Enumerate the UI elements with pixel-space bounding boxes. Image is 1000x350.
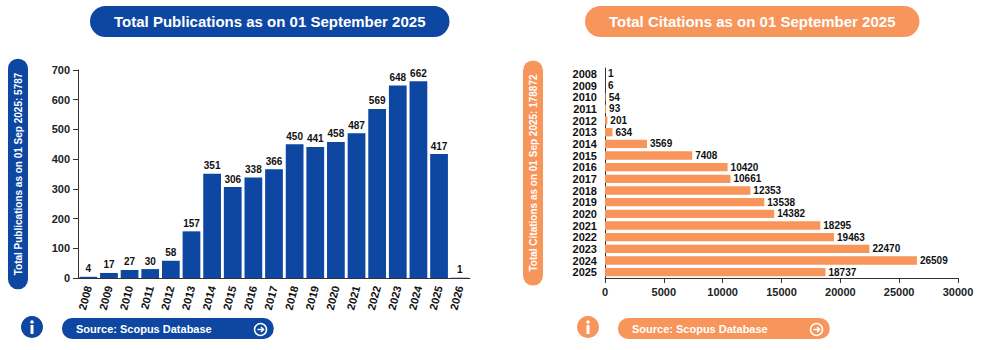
svg-text:3569: 3569 — [650, 138, 673, 149]
svg-text:0: 0 — [64, 272, 70, 284]
svg-text:2008: 2008 — [573, 68, 597, 80]
svg-text:2009: 2009 — [97, 284, 115, 311]
svg-text:2012: 2012 — [573, 115, 597, 127]
svg-text:700: 700 — [52, 64, 70, 76]
svg-text:25000: 25000 — [884, 286, 915, 298]
svg-text:2020: 2020 — [324, 284, 342, 311]
svg-text:648: 648 — [389, 72, 406, 83]
svg-text:20000: 20000 — [825, 286, 856, 298]
svg-text:54: 54 — [609, 92, 621, 103]
svg-text:14382: 14382 — [777, 208, 805, 219]
svg-text:10661: 10661 — [733, 173, 761, 184]
svg-text:30: 30 — [145, 256, 157, 267]
svg-text:569: 569 — [369, 95, 386, 106]
svg-text:10000: 10000 — [707, 286, 738, 298]
svg-text:2016: 2016 — [573, 161, 597, 173]
svg-text:662: 662 — [410, 68, 427, 79]
svg-text:5000: 5000 — [652, 286, 676, 298]
svg-text:2014: 2014 — [573, 138, 598, 150]
svg-text:2013: 2013 — [573, 126, 597, 138]
svg-text:2009: 2009 — [573, 80, 597, 92]
svg-text:200: 200 — [52, 213, 70, 225]
svg-text:157: 157 — [183, 218, 200, 229]
svg-text:2022: 2022 — [365, 284, 383, 311]
svg-text:4: 4 — [86, 263, 92, 274]
svg-text:Total Citations as on 01 Septe: Total Citations as on 01 September 2025 — [609, 13, 895, 30]
svg-text:417: 417 — [431, 141, 448, 152]
svg-text:351: 351 — [204, 160, 221, 171]
svg-text:2014: 2014 — [200, 284, 218, 312]
svg-text:30000: 30000 — [943, 286, 974, 298]
svg-text:2015: 2015 — [573, 150, 597, 162]
svg-text:450: 450 — [286, 131, 303, 142]
svg-text:2021: 2021 — [344, 284, 362, 311]
svg-text:2024: 2024 — [406, 284, 424, 312]
svg-text:2022: 2022 — [573, 231, 597, 243]
svg-text:2023: 2023 — [386, 284, 404, 311]
svg-text:2023: 2023 — [573, 243, 597, 255]
svg-text:2012: 2012 — [159, 284, 177, 311]
svg-text:2017: 2017 — [573, 173, 597, 185]
svg-text:441: 441 — [307, 133, 324, 144]
svg-text:2018: 2018 — [573, 185, 597, 197]
svg-text:2021: 2021 — [573, 220, 597, 232]
svg-text:58: 58 — [165, 247, 177, 258]
svg-text:12353: 12353 — [753, 185, 781, 196]
svg-text:0: 0 — [602, 286, 608, 298]
svg-text:500: 500 — [52, 123, 70, 135]
svg-text:Total Publications as on 01 Se: Total Publications as on 01 September 20… — [114, 13, 426, 30]
svg-text:18295: 18295 — [823, 220, 851, 231]
svg-text:27: 27 — [124, 256, 136, 267]
svg-text:2025: 2025 — [573, 266, 597, 278]
svg-text:2026: 2026 — [448, 284, 466, 311]
svg-text:22470: 22470 — [872, 243, 900, 254]
svg-text:634: 634 — [615, 127, 632, 138]
svg-text:1: 1 — [457, 264, 463, 275]
svg-text:366: 366 — [266, 156, 283, 167]
svg-text:2010: 2010 — [117, 284, 135, 311]
svg-text:600: 600 — [52, 94, 70, 106]
svg-text:2025: 2025 — [427, 284, 445, 311]
svg-text:2015: 2015 — [221, 284, 239, 311]
svg-text:1: 1 — [608, 68, 614, 79]
svg-text:26509: 26509 — [920, 255, 948, 266]
svg-text:2010: 2010 — [573, 91, 597, 103]
svg-text:2020: 2020 — [573, 208, 597, 220]
svg-text:15000: 15000 — [766, 286, 797, 298]
svg-text:400: 400 — [52, 153, 70, 165]
svg-text:2024: 2024 — [573, 255, 598, 267]
svg-text:Source: Scopus Database: Source: Scopus Database — [76, 323, 212, 335]
svg-text:306: 306 — [224, 174, 241, 185]
svg-text:300: 300 — [52, 183, 70, 195]
svg-text:Source: Scopus Database: Source: Scopus Database — [632, 323, 768, 335]
svg-text:Total Citations as on 01 Sep 2: Total Citations as on 01 Sep 2025: 17887… — [528, 74, 539, 272]
svg-text:Total Publications as on 01 Se: Total Publications as on 01 Sep 2025: 57… — [13, 72, 24, 275]
svg-text:2019: 2019 — [303, 284, 321, 311]
svg-text:201: 201 — [610, 115, 627, 126]
svg-text:13538: 13538 — [767, 197, 795, 208]
svg-text:18737: 18737 — [828, 267, 856, 278]
svg-text:458: 458 — [328, 128, 345, 139]
svg-text:338: 338 — [245, 164, 262, 175]
svg-text:2018: 2018 — [282, 284, 300, 311]
svg-text:2013: 2013 — [179, 284, 197, 311]
svg-text:2011: 2011 — [573, 103, 597, 115]
svg-text:2008: 2008 — [76, 284, 94, 311]
svg-text:6: 6 — [608, 80, 614, 91]
svg-text:2019: 2019 — [573, 196, 597, 208]
svg-text:2017: 2017 — [262, 284, 280, 311]
svg-text:487: 487 — [348, 120, 365, 131]
svg-text:17: 17 — [103, 259, 115, 270]
svg-text:2011: 2011 — [138, 284, 156, 310]
svg-text:10420: 10420 — [731, 162, 759, 173]
svg-text:100: 100 — [52, 242, 70, 254]
svg-text:19463: 19463 — [837, 232, 865, 243]
svg-text:93: 93 — [609, 103, 621, 114]
svg-text:2016: 2016 — [241, 284, 259, 311]
svg-text:7408: 7408 — [695, 150, 718, 161]
